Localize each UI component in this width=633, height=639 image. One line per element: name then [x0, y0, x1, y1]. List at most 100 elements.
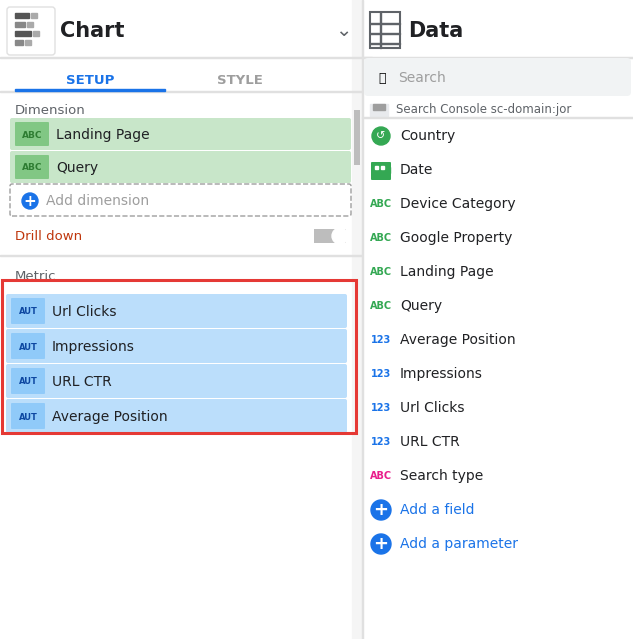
Bar — [0, 255, 362, 256]
Text: +: + — [373, 535, 389, 553]
FancyBboxPatch shape — [6, 364, 347, 398]
FancyBboxPatch shape — [371, 162, 391, 180]
Text: Impressions: Impressions — [52, 340, 135, 354]
Text: ABC: ABC — [370, 301, 392, 311]
Text: Query: Query — [56, 161, 98, 175]
Text: Date: Date — [400, 163, 434, 177]
Text: Landing Page: Landing Page — [400, 265, 494, 279]
FancyBboxPatch shape — [6, 329, 347, 363]
Bar — [372, 167, 390, 173]
Circle shape — [371, 534, 391, 554]
Circle shape — [332, 228, 348, 244]
FancyBboxPatch shape — [6, 294, 347, 328]
FancyBboxPatch shape — [11, 368, 45, 394]
Bar — [0, 91, 362, 92]
Text: AUT: AUT — [18, 413, 37, 422]
FancyBboxPatch shape — [11, 403, 45, 429]
Text: Impressions: Impressions — [400, 367, 483, 381]
Bar — [2, 280, 356, 433]
Text: Metric: Metric — [15, 270, 56, 282]
Text: Drill down: Drill down — [15, 229, 82, 242]
Text: Google Property: Google Property — [400, 231, 512, 245]
Text: ↺: ↺ — [376, 131, 385, 141]
Circle shape — [22, 193, 38, 209]
Bar — [31, 13, 37, 18]
Bar — [362, 57, 633, 58]
FancyBboxPatch shape — [364, 58, 631, 96]
Text: Add dimension: Add dimension — [46, 194, 149, 208]
Text: Average Position: Average Position — [52, 410, 168, 424]
Text: ABC: ABC — [370, 471, 392, 481]
Text: Data: Data — [408, 21, 463, 41]
Text: 123: 123 — [371, 335, 391, 345]
Bar — [15, 22, 25, 27]
Text: +: + — [23, 194, 36, 208]
Bar — [370, 43, 400, 44]
Text: Average Position: Average Position — [400, 333, 516, 347]
Bar — [15, 13, 29, 18]
Text: SETUP: SETUP — [66, 73, 114, 86]
Text: ABC: ABC — [370, 267, 392, 277]
Bar — [381, 166, 384, 169]
Text: Url Clicks: Url Clicks — [52, 305, 116, 319]
Bar — [362, 117, 633, 118]
Text: Dimension: Dimension — [15, 104, 85, 116]
Text: Chart: Chart — [60, 21, 125, 41]
Text: ⌄: ⌄ — [335, 22, 351, 40]
Bar — [15, 40, 23, 45]
Bar — [352, 0, 362, 639]
Bar — [370, 23, 400, 24]
FancyBboxPatch shape — [15, 122, 49, 146]
Text: Query: Query — [400, 299, 442, 313]
Bar — [15, 89, 165, 91]
Text: AUT: AUT — [18, 343, 37, 351]
Text: Search: Search — [398, 71, 446, 85]
Text: +: + — [373, 501, 389, 519]
Text: ABC: ABC — [22, 164, 42, 173]
FancyBboxPatch shape — [15, 155, 49, 179]
Circle shape — [372, 127, 390, 145]
Bar — [362, 0, 633, 639]
Text: STYLE: STYLE — [217, 73, 263, 86]
Text: AUT: AUT — [18, 378, 37, 387]
Text: 123: 123 — [371, 437, 391, 447]
FancyBboxPatch shape — [354, 110, 360, 165]
Text: ABC: ABC — [370, 233, 392, 243]
Text: Add a field: Add a field — [400, 503, 475, 517]
FancyBboxPatch shape — [11, 333, 45, 359]
Bar — [0, 57, 372, 58]
Text: Country: Country — [400, 129, 455, 143]
FancyBboxPatch shape — [314, 229, 346, 243]
FancyBboxPatch shape — [10, 151, 351, 183]
Text: 123: 123 — [371, 369, 391, 379]
Bar — [370, 104, 388, 116]
FancyBboxPatch shape — [10, 118, 351, 150]
FancyBboxPatch shape — [7, 7, 55, 55]
Bar — [380, 12, 381, 48]
Bar — [375, 166, 378, 169]
Text: URL CTR: URL CTR — [52, 375, 112, 389]
Text: Device Category: Device Category — [400, 197, 516, 211]
Text: ABC: ABC — [22, 130, 42, 139]
Bar — [33, 31, 39, 36]
Text: Search Console sc-domain:jor: Search Console sc-domain:jor — [396, 104, 572, 116]
Text: Landing Page: Landing Page — [56, 128, 149, 142]
Bar — [15, 31, 31, 36]
Text: AUT: AUT — [18, 307, 37, 316]
Text: 🔍: 🔍 — [379, 72, 385, 84]
Bar — [373, 104, 385, 110]
Circle shape — [371, 500, 391, 520]
Text: Url Clicks: Url Clicks — [400, 401, 465, 415]
Text: URL CTR: URL CTR — [400, 435, 460, 449]
Text: Search type: Search type — [400, 469, 483, 483]
Text: 123: 123 — [371, 403, 391, 413]
Bar — [362, 0, 363, 639]
Bar — [370, 33, 400, 34]
Bar — [25, 40, 31, 45]
FancyBboxPatch shape — [11, 298, 45, 324]
Bar — [0, 0, 362, 639]
FancyBboxPatch shape — [6, 399, 347, 433]
Bar — [27, 22, 33, 27]
Text: Add a parameter: Add a parameter — [400, 537, 518, 551]
Text: ABC: ABC — [370, 199, 392, 209]
